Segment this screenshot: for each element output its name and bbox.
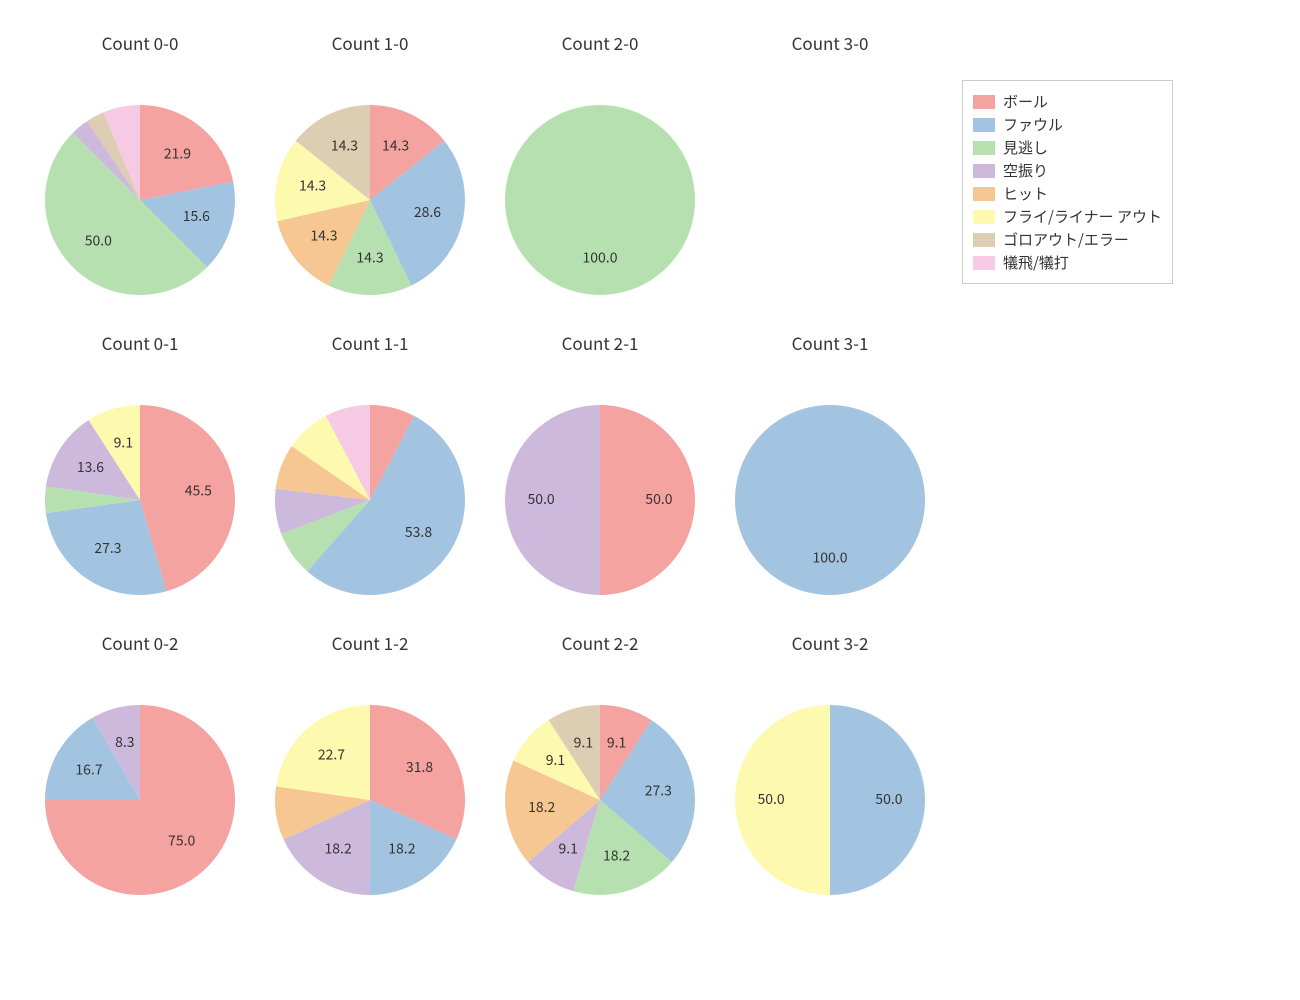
pie-panel: Count 1-2 31.8 18.2 18.2 22.7	[260, 630, 480, 920]
slice-label: 50.0	[527, 489, 554, 509]
pie-svg: 31.8 18.2 18.2 22.7	[260, 630, 480, 920]
slice-label: 18.2	[388, 838, 415, 858]
pie-panel: Count 2-2 9.1 27.3 18.2 9.1 18.2 9.1 9.1	[490, 630, 710, 920]
chart-grid: Count 0-0 21.9 15.6 50.0 Count 1-0 14.3 28.6 14…	[0, 0, 1300, 1000]
legend-swatch	[973, 164, 995, 178]
slice-label: 31.8	[406, 757, 433, 777]
pie-panel: Count 1-1 53.8	[260, 330, 480, 620]
pie-panel: Count 1-014.328.614.314.314.314.3	[260, 30, 480, 320]
legend-swatch	[973, 256, 995, 270]
slice-label: 15.6	[183, 206, 210, 226]
slice-label: 14.3	[356, 248, 383, 268]
pie-svg: 50.0 50.0	[720, 630, 940, 920]
legend-item: 犠飛/犠打	[973, 252, 1162, 273]
legend-item: 見逃し	[973, 137, 1162, 158]
pie-svg: 14.328.614.314.314.314.3	[260, 30, 480, 320]
legend-label: 見逃し	[1003, 137, 1048, 158]
slice-label: 14.3	[299, 176, 326, 196]
pie-panel: Count 2-1 50.0 50.0	[490, 330, 710, 620]
slice-label: 53.8	[405, 522, 432, 542]
panel-title: Count 3-1	[720, 330, 940, 355]
panel-title: Count 1-2	[260, 630, 480, 655]
slice-label: 45.5	[185, 480, 212, 500]
panel-title: Count 0-0	[30, 30, 250, 55]
panel-title: Count 3-2	[720, 630, 940, 655]
pie-svg: 21.9 15.6 50.0	[30, 30, 250, 320]
slice-label: 14.3	[382, 136, 409, 156]
legend-label: 空振り	[1003, 160, 1048, 181]
slice-label: 50.0	[757, 789, 784, 809]
pie-svg: 45.5 27.3 13.6 9.1	[30, 330, 250, 620]
pie-panel: Count 3-1 100.0	[720, 330, 940, 620]
panel-title: Count 1-0	[260, 30, 480, 55]
panel-title: Count 2-2	[490, 630, 710, 655]
legend-item: 空振り	[973, 160, 1162, 181]
pie-svg: 100.0	[490, 30, 710, 320]
pie-panel: Count 2-0 100.0	[490, 30, 710, 320]
panel-title: Count 2-1	[490, 330, 710, 355]
pie-panel: Count 0-1 45.5 27.3 13.6 9.1	[30, 330, 250, 620]
slice-label: 9.1	[607, 732, 626, 752]
legend-label: ヒット	[1003, 183, 1048, 204]
legend-swatch	[973, 141, 995, 155]
slice-label: 14.3	[331, 136, 358, 156]
legend: ボールファウル見逃し空振りヒットフライ/ライナー アウトゴロアウト/エラー犠飛/…	[962, 80, 1173, 284]
legend-swatch	[973, 233, 995, 247]
legend-label: ファウル	[1003, 114, 1063, 135]
slice-label: 18.2	[528, 797, 555, 817]
pie-svg: 9.1 27.3 18.2 9.1 18.2 9.1 9.1	[490, 630, 710, 920]
legend-swatch	[973, 118, 995, 132]
legend-item: ゴロアウト/エラー	[973, 229, 1162, 250]
slice-label: 75.0	[168, 830, 195, 850]
slice-label: 21.9	[164, 143, 191, 163]
panel-title: Count 0-1	[30, 330, 250, 355]
panel-title: Count 3-0	[720, 30, 940, 55]
slice-label: 100.0	[583, 248, 618, 268]
pie-panel: Count 3-0	[720, 30, 940, 320]
slice-label: 27.3	[94, 538, 121, 558]
legend-item: ファウル	[973, 114, 1162, 135]
slice-label: 8.3	[115, 732, 134, 752]
legend-swatch	[973, 187, 995, 201]
panel-title: Count 2-0	[490, 30, 710, 55]
legend-item: ボール	[973, 91, 1162, 112]
pie-svg: 75.0 16.7 8.3	[30, 630, 250, 920]
legend-item: ヒット	[973, 183, 1162, 204]
slice-label: 13.6	[77, 457, 104, 477]
legend-label: フライ/ライナー アウト	[1003, 206, 1162, 227]
slice-label: 100.0	[813, 548, 848, 568]
slice-label: 27.3	[645, 780, 672, 800]
slice-label: 50.0	[645, 489, 672, 509]
pie-panel: Count 0-0 21.9 15.6 50.0	[30, 30, 250, 320]
pie-panel: Count 0-2 75.0 16.7 8.3	[30, 630, 250, 920]
slice-label: 9.1	[558, 838, 577, 858]
legend-swatch	[973, 95, 995, 109]
pie-svg: 100.0	[720, 330, 940, 620]
slice-label: 9.1	[114, 432, 133, 452]
slice-label: 16.7	[75, 759, 102, 779]
slice-label: 50.0	[875, 789, 902, 809]
slice-label: 28.6	[414, 202, 441, 222]
legend-label: ゴロアウト/エラー	[1003, 229, 1129, 250]
slice-label: 9.1	[574, 732, 593, 752]
legend-label: 犠飛/犠打	[1003, 252, 1069, 273]
slice-label: 9.1	[546, 750, 565, 770]
slice-label: 22.7	[318, 744, 345, 764]
slice-label: 18.2	[325, 838, 352, 858]
legend-swatch	[973, 210, 995, 224]
pie-svg	[720, 30, 940, 320]
pie-svg: 53.8	[260, 330, 480, 620]
slice-label: 50.0	[85, 230, 112, 250]
slice-label: 18.2	[603, 845, 630, 865]
panel-title: Count 0-2	[30, 630, 250, 655]
legend-item: フライ/ライナー アウト	[973, 206, 1162, 227]
pie-panel: Count 3-2 50.0 50.0	[720, 630, 940, 920]
slice-label: 14.3	[310, 226, 337, 246]
pie-svg: 50.0 50.0	[490, 330, 710, 620]
panel-title: Count 1-1	[260, 330, 480, 355]
legend-label: ボール	[1003, 91, 1048, 112]
